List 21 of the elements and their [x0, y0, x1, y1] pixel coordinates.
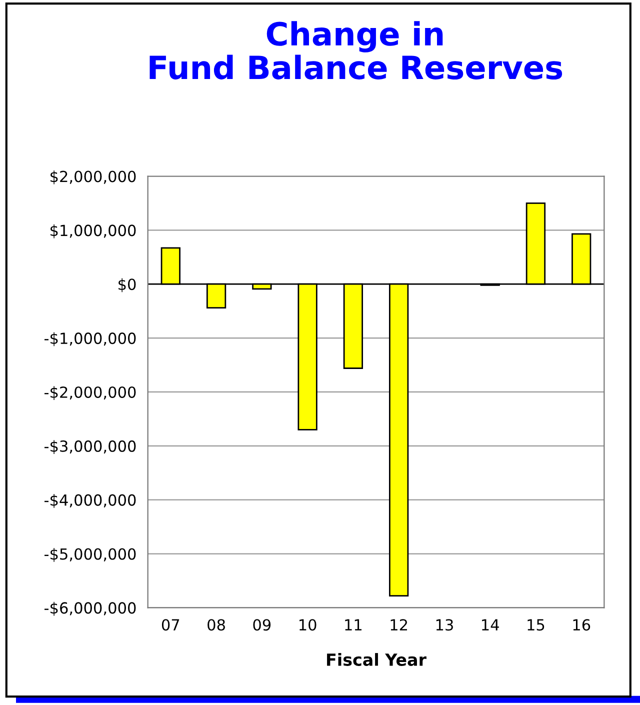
y-tick-label: $2,000,000 — [50, 170, 136, 184]
y-tick-label: -$5,000,000 — [44, 548, 136, 562]
x-tick-label: 11 — [345, 619, 362, 630]
x-tick-label: 10 — [300, 619, 316, 631]
x-tick-label: 08 — [208, 619, 225, 631]
x-axis-title: Fiscal Year — [327, 653, 426, 666]
y-tick-label: $1,000,000 — [50, 224, 136, 238]
x-tick-label: 09 — [253, 619, 271, 631]
x-tick-label: 12 — [390, 619, 408, 630]
x-tick-label: 07 — [162, 619, 180, 631]
chart-title: Change in Fund Balance Reserves — [150, 21, 562, 80]
x-tick-label: 14 — [482, 619, 499, 630]
y-tick-label: -$1,000,000 — [44, 332, 136, 346]
y-tick-label: -$3,000,000 — [44, 440, 136, 454]
y-tick-label: -$2,000,000 — [44, 386, 136, 400]
x-tick-label: 13 — [436, 619, 453, 631]
y-tick-label: -$4,000,000 — [44, 494, 136, 508]
x-tick-label: 16 — [573, 619, 590, 631]
y-tick-label: -$6,000,000 — [44, 602, 136, 616]
y-tick-label: $0 — [118, 278, 136, 292]
x-tick-label: 15 — [528, 619, 544, 631]
